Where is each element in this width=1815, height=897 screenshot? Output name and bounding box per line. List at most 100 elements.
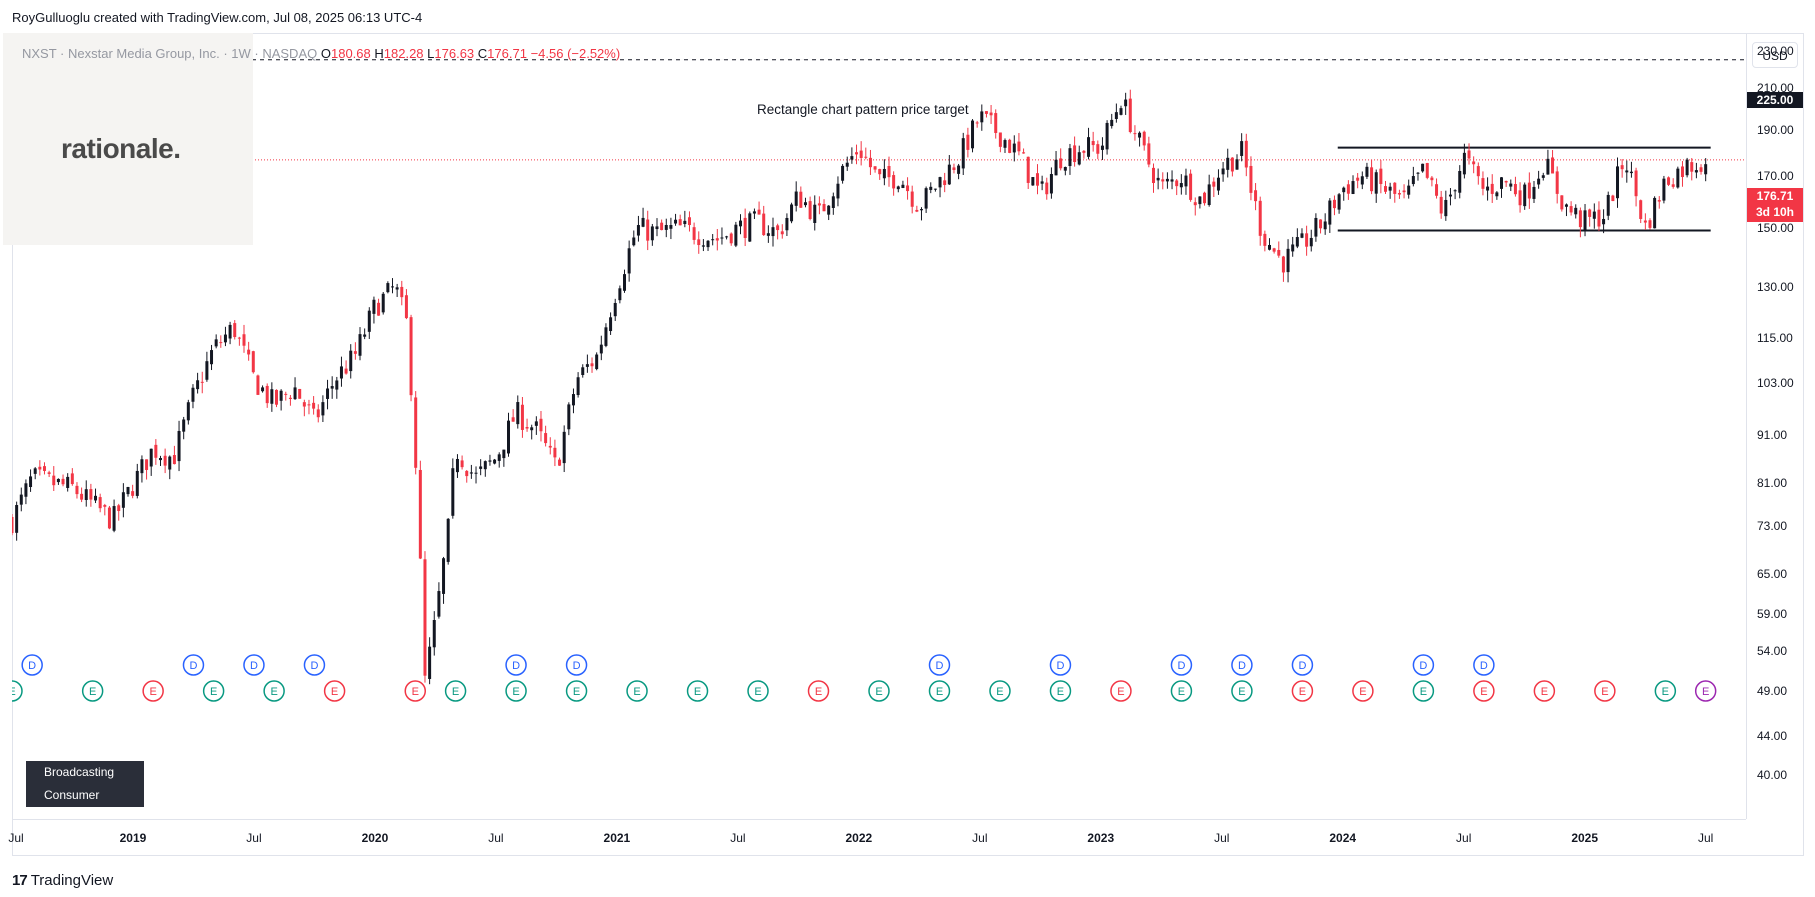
candle-body bbox=[715, 238, 719, 241]
candle-body bbox=[507, 420, 511, 454]
dividend-marker[interactable]: D bbox=[565, 654, 588, 676]
earnings-marker[interactable]: E bbox=[686, 680, 709, 702]
marker-letter: E bbox=[754, 686, 761, 698]
candle-body bbox=[632, 237, 636, 246]
marker-letter: D bbox=[573, 660, 581, 672]
price-axis[interactable] bbox=[1746, 33, 1804, 819]
rationale-logo: rationale. bbox=[61, 133, 181, 164]
dividend-marker[interactable]: D bbox=[303, 654, 326, 676]
earnings-marker[interactable]: E bbox=[1170, 680, 1193, 702]
price-tick-label: 115.00 bbox=[1757, 330, 1793, 345]
candle-body bbox=[1667, 177, 1671, 185]
candle-body bbox=[1165, 178, 1169, 182]
marker-circle bbox=[1291, 680, 1314, 702]
earnings-marker[interactable]: E bbox=[263, 680, 285, 702]
candle-body bbox=[1351, 181, 1355, 195]
candle-body bbox=[52, 475, 56, 486]
dividend-marker[interactable]: D bbox=[928, 654, 951, 676]
earnings-marker[interactable]: E bbox=[565, 680, 588, 702]
earnings-marker[interactable]: E bbox=[1533, 680, 1556, 702]
dividend-marker[interactable]: D bbox=[1473, 654, 1495, 676]
time-axis[interactable] bbox=[12, 819, 1746, 856]
earnings-marker[interactable]: E bbox=[1291, 680, 1314, 702]
earnings-marker[interactable]: E bbox=[868, 680, 890, 702]
earnings-marker[interactable]: E bbox=[626, 680, 648, 702]
candle-body bbox=[1203, 192, 1207, 204]
earnings-marker[interactable]: E bbox=[202, 680, 225, 702]
candle-body bbox=[1300, 233, 1304, 238]
earnings-marker[interactable]: E bbox=[1412, 680, 1435, 702]
tradingview-brand[interactable]: 17 TradingView bbox=[12, 872, 113, 889]
candle-body bbox=[293, 387, 297, 400]
candle-body bbox=[75, 485, 79, 495]
candle-body bbox=[200, 381, 204, 383]
dividend-marker[interactable]: D bbox=[1170, 654, 1193, 676]
candle-body bbox=[29, 476, 33, 488]
marker-letter: D bbox=[250, 660, 258, 672]
earnings-marker[interactable]: E bbox=[747, 680, 769, 702]
candle-body bbox=[1421, 163, 1425, 172]
dividend-marker[interactable]: D bbox=[243, 654, 265, 676]
plot-area[interactable]: D D D D D D D D D D D D D E E E E E E E E E E E E E E E E E E E E E E E E E E E… bbox=[12, 33, 1746, 819]
dividend-marker[interactable]: D bbox=[505, 654, 527, 676]
candle-body bbox=[1518, 190, 1522, 206]
earnings-marker[interactable]: E bbox=[989, 680, 1011, 702]
candle-body bbox=[363, 334, 367, 337]
candle-body bbox=[757, 209, 761, 215]
candle-body bbox=[808, 201, 812, 219]
candle-body bbox=[1690, 162, 1694, 172]
candle-body bbox=[646, 219, 650, 241]
earnings-marker[interactable]: E bbox=[505, 680, 527, 702]
candle-body bbox=[154, 444, 158, 458]
earnings-marker[interactable]: E bbox=[1694, 680, 1717, 702]
candle-body bbox=[1476, 166, 1480, 177]
candlestick-chart[interactable]: D D D D D D D D D D D D D E E E E E E E E E E E E E E E E E E E E E E E E E E E… bbox=[12, 33, 1746, 819]
dividend-marker[interactable]: D bbox=[182, 654, 205, 676]
price-tick-label: 210.00 bbox=[1757, 81, 1794, 96]
candle-body bbox=[803, 202, 807, 206]
earnings-marker[interactable]: E bbox=[81, 680, 104, 702]
earnings-marker[interactable]: E bbox=[928, 680, 951, 702]
candle-body bbox=[1207, 184, 1211, 206]
currency-button[interactable]: USD bbox=[1752, 42, 1798, 68]
candle-body bbox=[1602, 218, 1606, 225]
candle-body bbox=[261, 387, 265, 392]
earnings-marker[interactable]: E bbox=[12, 680, 23, 702]
candle-body bbox=[1309, 237, 1313, 247]
candle-body bbox=[381, 293, 385, 313]
earnings-marker[interactable]: E bbox=[404, 680, 427, 702]
earnings-marker[interactable]: E bbox=[807, 680, 830, 702]
earnings-marker[interactable]: E bbox=[1473, 680, 1495, 702]
earnings-marker[interactable]: E bbox=[142, 680, 164, 702]
earnings-marker[interactable]: E bbox=[1049, 680, 1072, 702]
candle-body bbox=[321, 402, 325, 416]
marker-circle bbox=[1170, 680, 1193, 702]
earnings-marker[interactable]: E bbox=[1231, 680, 1253, 702]
dividend-marker[interactable]: D bbox=[1412, 654, 1435, 676]
candle-body bbox=[1657, 200, 1661, 202]
candle-body bbox=[1031, 177, 1035, 186]
dividend-marker[interactable]: D bbox=[1049, 654, 1072, 676]
candle-body bbox=[1583, 210, 1587, 231]
sector-tag[interactable]: Broadcasting Consumer Services bbox=[26, 761, 144, 825]
earnings-marker[interactable]: E bbox=[1594, 680, 1616, 702]
marker-circle bbox=[505, 680, 527, 702]
earnings-marker[interactable]: E bbox=[444, 680, 467, 702]
candle-body bbox=[660, 222, 664, 231]
candle-body bbox=[1151, 167, 1155, 184]
earnings-marker[interactable]: E bbox=[1352, 680, 1374, 702]
candle-body bbox=[135, 470, 139, 496]
earnings-marker[interactable]: E bbox=[1110, 680, 1132, 702]
dividend-marker[interactable]: D bbox=[1231, 654, 1253, 676]
dividend-marker[interactable]: D bbox=[1291, 654, 1314, 676]
candle-body bbox=[233, 323, 237, 338]
earnings-marker[interactable]: E bbox=[1654, 680, 1677, 702]
candle-body bbox=[864, 156, 868, 158]
time-tick-label: Jul bbox=[972, 831, 988, 845]
symbol-legend: NXST · Nexstar Media Group, Inc. · 1W · … bbox=[22, 46, 620, 61]
candle-body bbox=[1393, 182, 1397, 194]
earnings-marker[interactable]: E bbox=[323, 680, 346, 702]
candle-body bbox=[1063, 166, 1067, 171]
candle-body bbox=[919, 209, 923, 211]
dividend-marker[interactable]: D bbox=[21, 654, 43, 676]
